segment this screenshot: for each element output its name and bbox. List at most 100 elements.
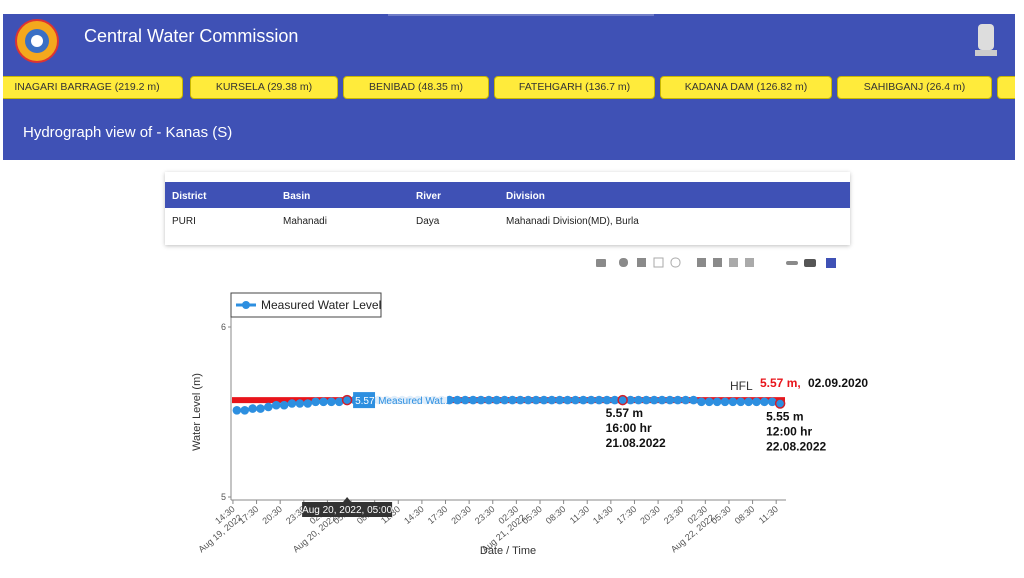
annotation-text: 16:00 hr xyxy=(606,421,652,435)
annotation-marker xyxy=(774,398,786,409)
data-point xyxy=(689,395,698,405)
x-tick-label: 14:30 xyxy=(591,504,615,526)
tool-icon[interactable] xyxy=(713,258,722,267)
x-tick-label: 14:30 xyxy=(402,504,426,526)
emblem xyxy=(975,24,997,56)
x-tick-label: 20:30 xyxy=(260,504,284,526)
ticker: INAGARI BARRAGE (219.2 m) KURSELA (29.38 … xyxy=(3,74,1015,100)
data-point xyxy=(618,395,627,405)
data-point xyxy=(445,395,454,405)
tool-icon[interactable] xyxy=(596,259,606,267)
annotation-text: 5.55 m xyxy=(766,410,803,424)
data-point xyxy=(634,395,643,405)
tool-icon[interactable] xyxy=(804,259,816,267)
fullscreen-notice: Press [F11] to exit full screen xyxy=(388,0,654,16)
tool-icon[interactable] xyxy=(637,258,646,267)
data-point xyxy=(232,406,242,415)
tool-icon[interactable] xyxy=(653,257,664,268)
data-point xyxy=(248,404,257,413)
data-point xyxy=(516,395,525,405)
data-point xyxy=(602,395,612,405)
data-point xyxy=(704,397,714,407)
data-point xyxy=(256,404,265,413)
site-title: Central Water Commission xyxy=(84,26,299,46)
annotation-text: 5.57 m xyxy=(606,406,643,420)
hfl-value: 5.57 m, xyxy=(760,376,801,390)
data-point xyxy=(563,395,572,405)
data-point xyxy=(492,395,501,405)
table-cell: Daya xyxy=(416,216,440,227)
x-tick-label: 11:30 xyxy=(757,504,780,526)
data-point xyxy=(578,395,588,405)
data-point xyxy=(767,397,777,407)
ticker-item: BENIBAD (48.35 m) xyxy=(343,76,489,99)
tool-icon[interactable] xyxy=(745,258,754,267)
x-tick-label: 17:30 xyxy=(615,504,639,526)
tooltip-x-box xyxy=(302,502,393,517)
ticker-item: KADANA DAM (126.82 m) xyxy=(660,76,832,99)
tool-icon[interactable] xyxy=(670,257,681,268)
data-point xyxy=(523,395,533,405)
tool-icon[interactable] xyxy=(786,261,798,265)
ticker-item-partial xyxy=(997,76,1015,99)
data-point xyxy=(334,397,344,407)
data-point xyxy=(752,397,761,407)
tool-icon[interactable] xyxy=(697,258,706,267)
y-axis-title: Water Level (m) xyxy=(191,373,203,451)
tooltip-box xyxy=(353,392,376,409)
table-header-cell: District xyxy=(172,191,207,202)
x-tick-label: 05:30 xyxy=(520,504,544,526)
data-point xyxy=(760,397,769,407)
annotation-text: 12:00 hr xyxy=(766,425,812,439)
data-point xyxy=(547,395,557,405)
annotation-text: 21.08.2022 xyxy=(606,436,666,450)
table-cell: Mahanadi Division(MD), Burla xyxy=(506,216,639,227)
data-point xyxy=(468,395,478,405)
x-tick-label: 20:30 xyxy=(638,504,662,526)
data-point xyxy=(460,395,470,405)
data-point xyxy=(500,395,509,405)
data-point xyxy=(649,395,659,405)
data-point xyxy=(287,399,297,408)
data-point xyxy=(271,400,281,410)
tooltip-value: 5.57 xyxy=(355,396,375,407)
data-point xyxy=(712,397,722,407)
data-point xyxy=(673,395,683,405)
y-tick-label: 5 xyxy=(221,492,226,502)
ticker-item: INAGARI BARRAGE (219.2 m) xyxy=(3,76,183,99)
data-point xyxy=(240,406,250,415)
data-point xyxy=(327,397,336,407)
legend-label: Measured Water Level xyxy=(261,298,381,312)
x-tick-label: 20:30 xyxy=(449,504,473,526)
annotation-text: 22.08.2022 xyxy=(766,440,826,454)
x-tick-label: 23:30 xyxy=(473,504,497,526)
tooltip-x-pointer xyxy=(343,497,352,502)
y-tick-label: 6 xyxy=(221,322,226,332)
data-point xyxy=(641,395,651,405)
tool-icon[interactable] xyxy=(729,258,738,267)
tool-icon[interactable] xyxy=(826,258,836,268)
data-point xyxy=(744,397,753,407)
data-point xyxy=(665,395,675,405)
data-point xyxy=(453,395,462,405)
x-tick-label: 11:30 xyxy=(568,504,591,526)
data-point xyxy=(697,397,706,407)
data-point xyxy=(508,395,517,405)
data-point xyxy=(476,395,486,405)
data-point xyxy=(555,395,564,405)
data-point xyxy=(775,399,785,408)
tooltip-series: Measured Wat... xyxy=(378,396,451,407)
table-cell: PURI xyxy=(172,216,196,227)
data-point xyxy=(728,397,738,407)
hfl-label: HFL xyxy=(730,379,753,393)
ticker-item: FATEHGARH (136.7 m) xyxy=(494,76,655,99)
page-subtitle: Hydrograph view of - Kanas (S) xyxy=(23,124,233,141)
data-point xyxy=(279,400,289,410)
table-header-cell: Basin xyxy=(283,191,311,202)
x-axis-title: Date / Time xyxy=(480,545,536,557)
toolbar xyxy=(596,257,836,268)
tool-icon[interactable] xyxy=(619,258,628,267)
tooltip-name-box xyxy=(375,392,448,409)
table-header-cell: Division xyxy=(506,191,545,202)
